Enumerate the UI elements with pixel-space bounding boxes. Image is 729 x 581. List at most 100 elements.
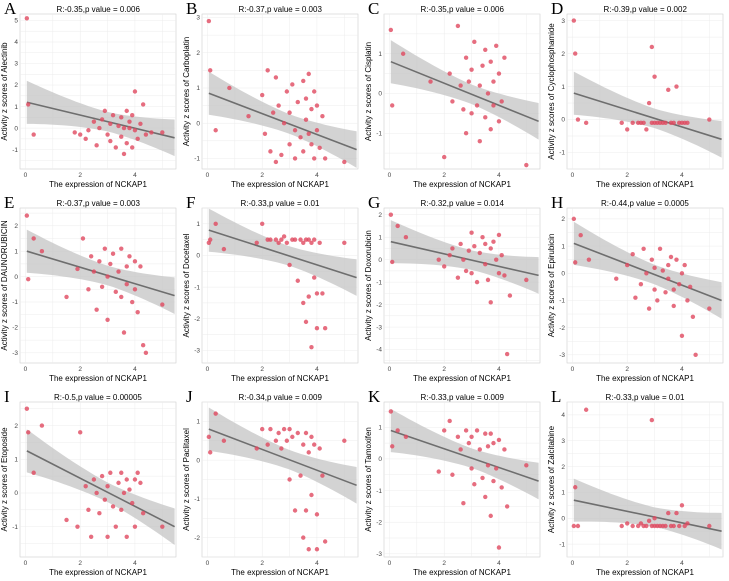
x-tick-label: 2: [260, 366, 264, 373]
x-axis-label: The expression of NCKAP1: [231, 180, 329, 189]
y-tick-label: 0: [14, 490, 18, 497]
data-point: [140, 343, 146, 348]
data-point: [390, 444, 395, 449]
data-point: [677, 281, 682, 287]
data-point: [496, 545, 502, 550]
y-tick-label: 0: [378, 456, 382, 463]
data-point: [485, 463, 491, 468]
x-tick-label: 2: [442, 172, 446, 179]
data-point: [121, 330, 127, 335]
data-point: [477, 83, 482, 88]
data-point: [303, 96, 309, 101]
panel-i: I R:-0.5,p value = 0.00005 -1 0 1 2 0 2 4 The exp…: [0, 388, 182, 581]
data-point: [619, 120, 624, 126]
y-tick-label: -3: [559, 352, 565, 359]
data-point: [110, 251, 116, 256]
data-point: [279, 446, 284, 451]
chart-title: R:-0.37,p value = 0.003: [56, 199, 140, 208]
data-point: [499, 99, 504, 104]
panel-j: J R:-0.34,p value = 0.009 -2 -1 0 1 0 2 4 The exp…: [182, 388, 364, 581]
data-point: [477, 138, 482, 144]
data-point: [685, 521, 690, 526]
y-axis-label: Activity z scores of Carboplatin: [182, 37, 191, 146]
data-point: [206, 18, 212, 24]
data-point: [31, 470, 36, 475]
data-point: [116, 480, 121, 486]
data-point: [472, 482, 477, 487]
x-tick-label: 2: [260, 172, 264, 179]
chart-title: R:-0.32,p value = 0.014: [420, 199, 504, 208]
data-point: [113, 289, 118, 295]
y-tick-label: -3: [376, 551, 382, 558]
data-point: [83, 484, 88, 489]
data-point: [143, 132, 149, 137]
data-point: [488, 246, 493, 251]
data-point: [314, 291, 320, 296]
data-point: [26, 102, 31, 107]
data-point: [31, 236, 36, 241]
data-point: [674, 510, 679, 516]
x-tick-label: 0: [206, 366, 210, 373]
data-point: [496, 119, 502, 124]
panel-letter: A: [4, 0, 17, 18]
y-tick-label: 3: [561, 18, 565, 25]
x-tick-label: 2: [442, 560, 446, 567]
confidence-band: [573, 71, 722, 158]
data-point: [638, 521, 644, 526]
data-point: [301, 78, 306, 84]
data-point: [450, 99, 455, 104]
data-point: [64, 294, 69, 300]
panel-letter: D: [551, 0, 564, 18]
data-point: [94, 143, 99, 148]
x-axis-label: The expression of NCKAP1: [413, 374, 511, 383]
data-point: [649, 417, 655, 423]
panel-d: D R:-0.39,p value = 0.002 -1 0 1 2 3 0 2 4 The exp…: [547, 0, 729, 193]
data-point: [458, 447, 463, 452]
x-tick-label: 0: [388, 560, 392, 567]
data-point: [483, 47, 488, 52]
data-point: [268, 237, 273, 242]
data-point: [671, 523, 676, 529]
confidence-band: [26, 229, 175, 314]
data-point: [254, 446, 259, 451]
data-point: [679, 333, 685, 339]
x-tick-label: 4: [315, 366, 319, 373]
confidence-band: [390, 40, 539, 140]
x-axis-label: The expression of NCKAP1: [413, 568, 511, 577]
data-point: [292, 237, 298, 242]
data-point: [707, 523, 712, 529]
data-point: [483, 115, 488, 120]
y-tick-label: 4: [14, 39, 18, 46]
data-point: [663, 290, 668, 295]
data-point: [483, 494, 488, 500]
data-point: [646, 306, 652, 311]
data-point: [281, 426, 287, 432]
y-tick-label: -1: [376, 279, 382, 286]
data-point: [314, 128, 320, 133]
data-point: [342, 438, 347, 443]
y-tick-label: 2: [196, 50, 200, 57]
regression-line: [390, 60, 539, 123]
y-tick-label: -2: [12, 325, 18, 332]
data-point: [127, 125, 132, 131]
data-point: [499, 485, 504, 490]
data-point: [455, 434, 461, 439]
data-point: [630, 523, 635, 529]
data-points: [206, 411, 347, 552]
y-tick-label: -2: [194, 535, 200, 542]
chart-title: R:-0.33,p value = 0.01: [605, 393, 685, 402]
data-point: [496, 71, 502, 76]
data-point: [254, 240, 259, 245]
y-tick-label: 1: [561, 84, 565, 91]
data-point: [124, 282, 129, 287]
data-point: [135, 309, 140, 315]
chart-title: R:-0.5,p value = 0.00005: [54, 393, 142, 402]
y-axis-label: Activity z scores of Cyclophosphamide: [547, 23, 556, 160]
data-point: [273, 237, 279, 242]
data-point: [281, 234, 287, 239]
data-point: [571, 523, 577, 529]
data-point: [693, 352, 698, 358]
